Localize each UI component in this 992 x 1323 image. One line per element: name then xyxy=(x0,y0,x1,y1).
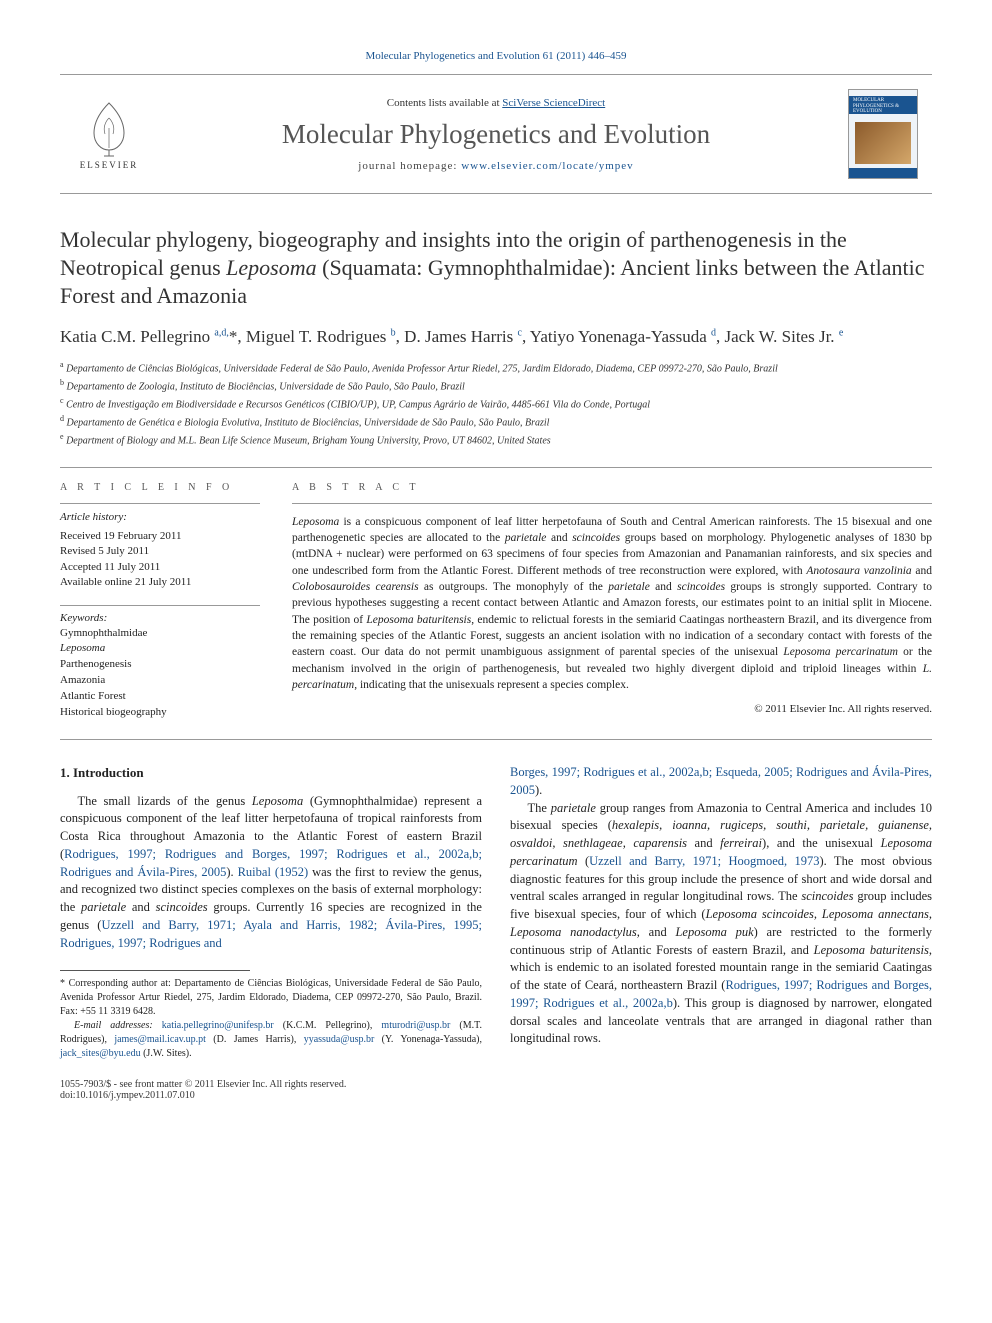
keyword: Leposoma xyxy=(60,641,260,657)
keyword: Atlantic Forest xyxy=(60,689,260,705)
citation-link[interactable]: Molecular Phylogenetics and Evolution 61… xyxy=(365,50,626,62)
journal-cover-thumbnail: MOLECULAR PHYLOGENETICS & EVOLUTION xyxy=(848,89,918,179)
keyword: Parthenogenesis xyxy=(60,657,260,673)
citation-header: Molecular Phylogenetics and Evolution 61… xyxy=(60,50,932,62)
journal-name: Molecular Phylogenetics and Evolution xyxy=(158,119,834,150)
history-lines: Received 19 February 2011Revised 5 July … xyxy=(60,529,260,591)
homepage-link[interactable]: www.elsevier.com/locate/ympev xyxy=(461,160,633,172)
abstract-copyright: © 2011 Elsevier Inc. All rights reserved… xyxy=(292,703,932,715)
history-line: Available online 21 July 2011 xyxy=(60,575,260,590)
history-line: Accepted 11 July 2011 xyxy=(60,560,260,575)
publisher-name: ELSEVIER xyxy=(80,160,139,170)
front-matter-line: 1055-7903/$ - see front matter © 2011 El… xyxy=(60,1079,346,1090)
article-info-label: A R T I C L E I N F O xyxy=(60,482,260,493)
footer-doi: 1055-7903/$ - see front matter © 2011 El… xyxy=(60,1079,932,1101)
tree-icon xyxy=(79,98,139,158)
corresponding-author-note: * Corresponding author at: Departamento … xyxy=(60,977,482,1019)
abstract-column: A B S T R A C T Leposoma is a conspicuou… xyxy=(292,482,932,722)
footer-left: 1055-7903/$ - see front matter © 2011 El… xyxy=(60,1079,346,1101)
emails-label: E-mail addresses: xyxy=(74,1020,153,1031)
history-label: Article history: xyxy=(60,510,260,525)
article-body: 1. Introduction The small lizards of the… xyxy=(60,764,932,1061)
info-abstract-block: A R T I C L E I N F O Article history: R… xyxy=(60,467,932,741)
homepage-prefix: journal homepage: xyxy=(358,160,461,172)
body-paragraph-carry: Borges, 1997; Rodrigues et al., 2002a,b;… xyxy=(510,764,932,800)
contents-prefix: Contents lists available at xyxy=(387,97,502,109)
body-paragraph: The small lizards of the genus Leposoma … xyxy=(60,793,482,953)
cover-label: MOLECULAR PHYLOGENETICS & EVOLUTION xyxy=(853,98,913,115)
abstract-text: Leposoma is a conspicuous component of l… xyxy=(292,514,932,694)
history-line: Revised 5 July 2011 xyxy=(60,544,260,559)
page: Molecular Phylogenetics and Evolution 61… xyxy=(0,0,992,1141)
affiliation-line: e Department of Biology and M.L. Bean Li… xyxy=(60,431,932,449)
keywords-list: GymnophthalmidaeLeposomaParthenogenesisA… xyxy=(60,626,260,722)
keyword: Amazonia xyxy=(60,673,260,689)
keyword: Gymnophthalmidae xyxy=(60,626,260,642)
keyword: Historical biogeography xyxy=(60,705,260,721)
journal-topbar: ELSEVIER Contents lists available at Sci… xyxy=(60,74,932,194)
affiliation-line: b Departamento de Zoologia, Instituto de… xyxy=(60,377,932,395)
abstract-label: A B S T R A C T xyxy=(292,482,932,493)
history-line: Received 19 February 2011 xyxy=(60,529,260,544)
keywords-label: Keywords: xyxy=(60,612,260,624)
affiliation-line: d Departamento de Genética e Biologia Ev… xyxy=(60,413,932,431)
contents-line: Contents lists available at SciVerse Sci… xyxy=(158,97,834,109)
footnotes: * Corresponding author at: Departamento … xyxy=(60,977,482,1061)
topbar-center: Contents lists available at SciVerse Sci… xyxy=(158,97,834,172)
authors: Katia C.M. Pellegrino a,d,*, Miguel T. R… xyxy=(60,326,932,349)
section-heading-introduction: 1. Introduction xyxy=(60,764,482,782)
homepage-line: journal homepage: www.elsevier.com/locat… xyxy=(158,160,834,172)
affiliation-line: a Departamento de Ciências Biológicas, U… xyxy=(60,359,932,377)
article-info-column: A R T I C L E I N F O Article history: R… xyxy=(60,482,260,722)
footnotes-divider xyxy=(60,970,250,971)
article-title: Molecular phylogeny, biogeography and in… xyxy=(60,226,932,310)
affiliations: a Departamento de Ciências Biológicas, U… xyxy=(60,359,932,448)
elsevier-logo: ELSEVIER xyxy=(74,94,144,174)
doi-line: doi:10.1016/j.ympev.2011.07.010 xyxy=(60,1090,346,1101)
affiliation-line: c Centro de Investigação em Biodiversida… xyxy=(60,395,932,413)
sciencedirect-link[interactable]: SciVerse ScienceDirect xyxy=(502,97,605,109)
body-paragraph: The parietale group ranges from Amazonia… xyxy=(510,800,932,1049)
